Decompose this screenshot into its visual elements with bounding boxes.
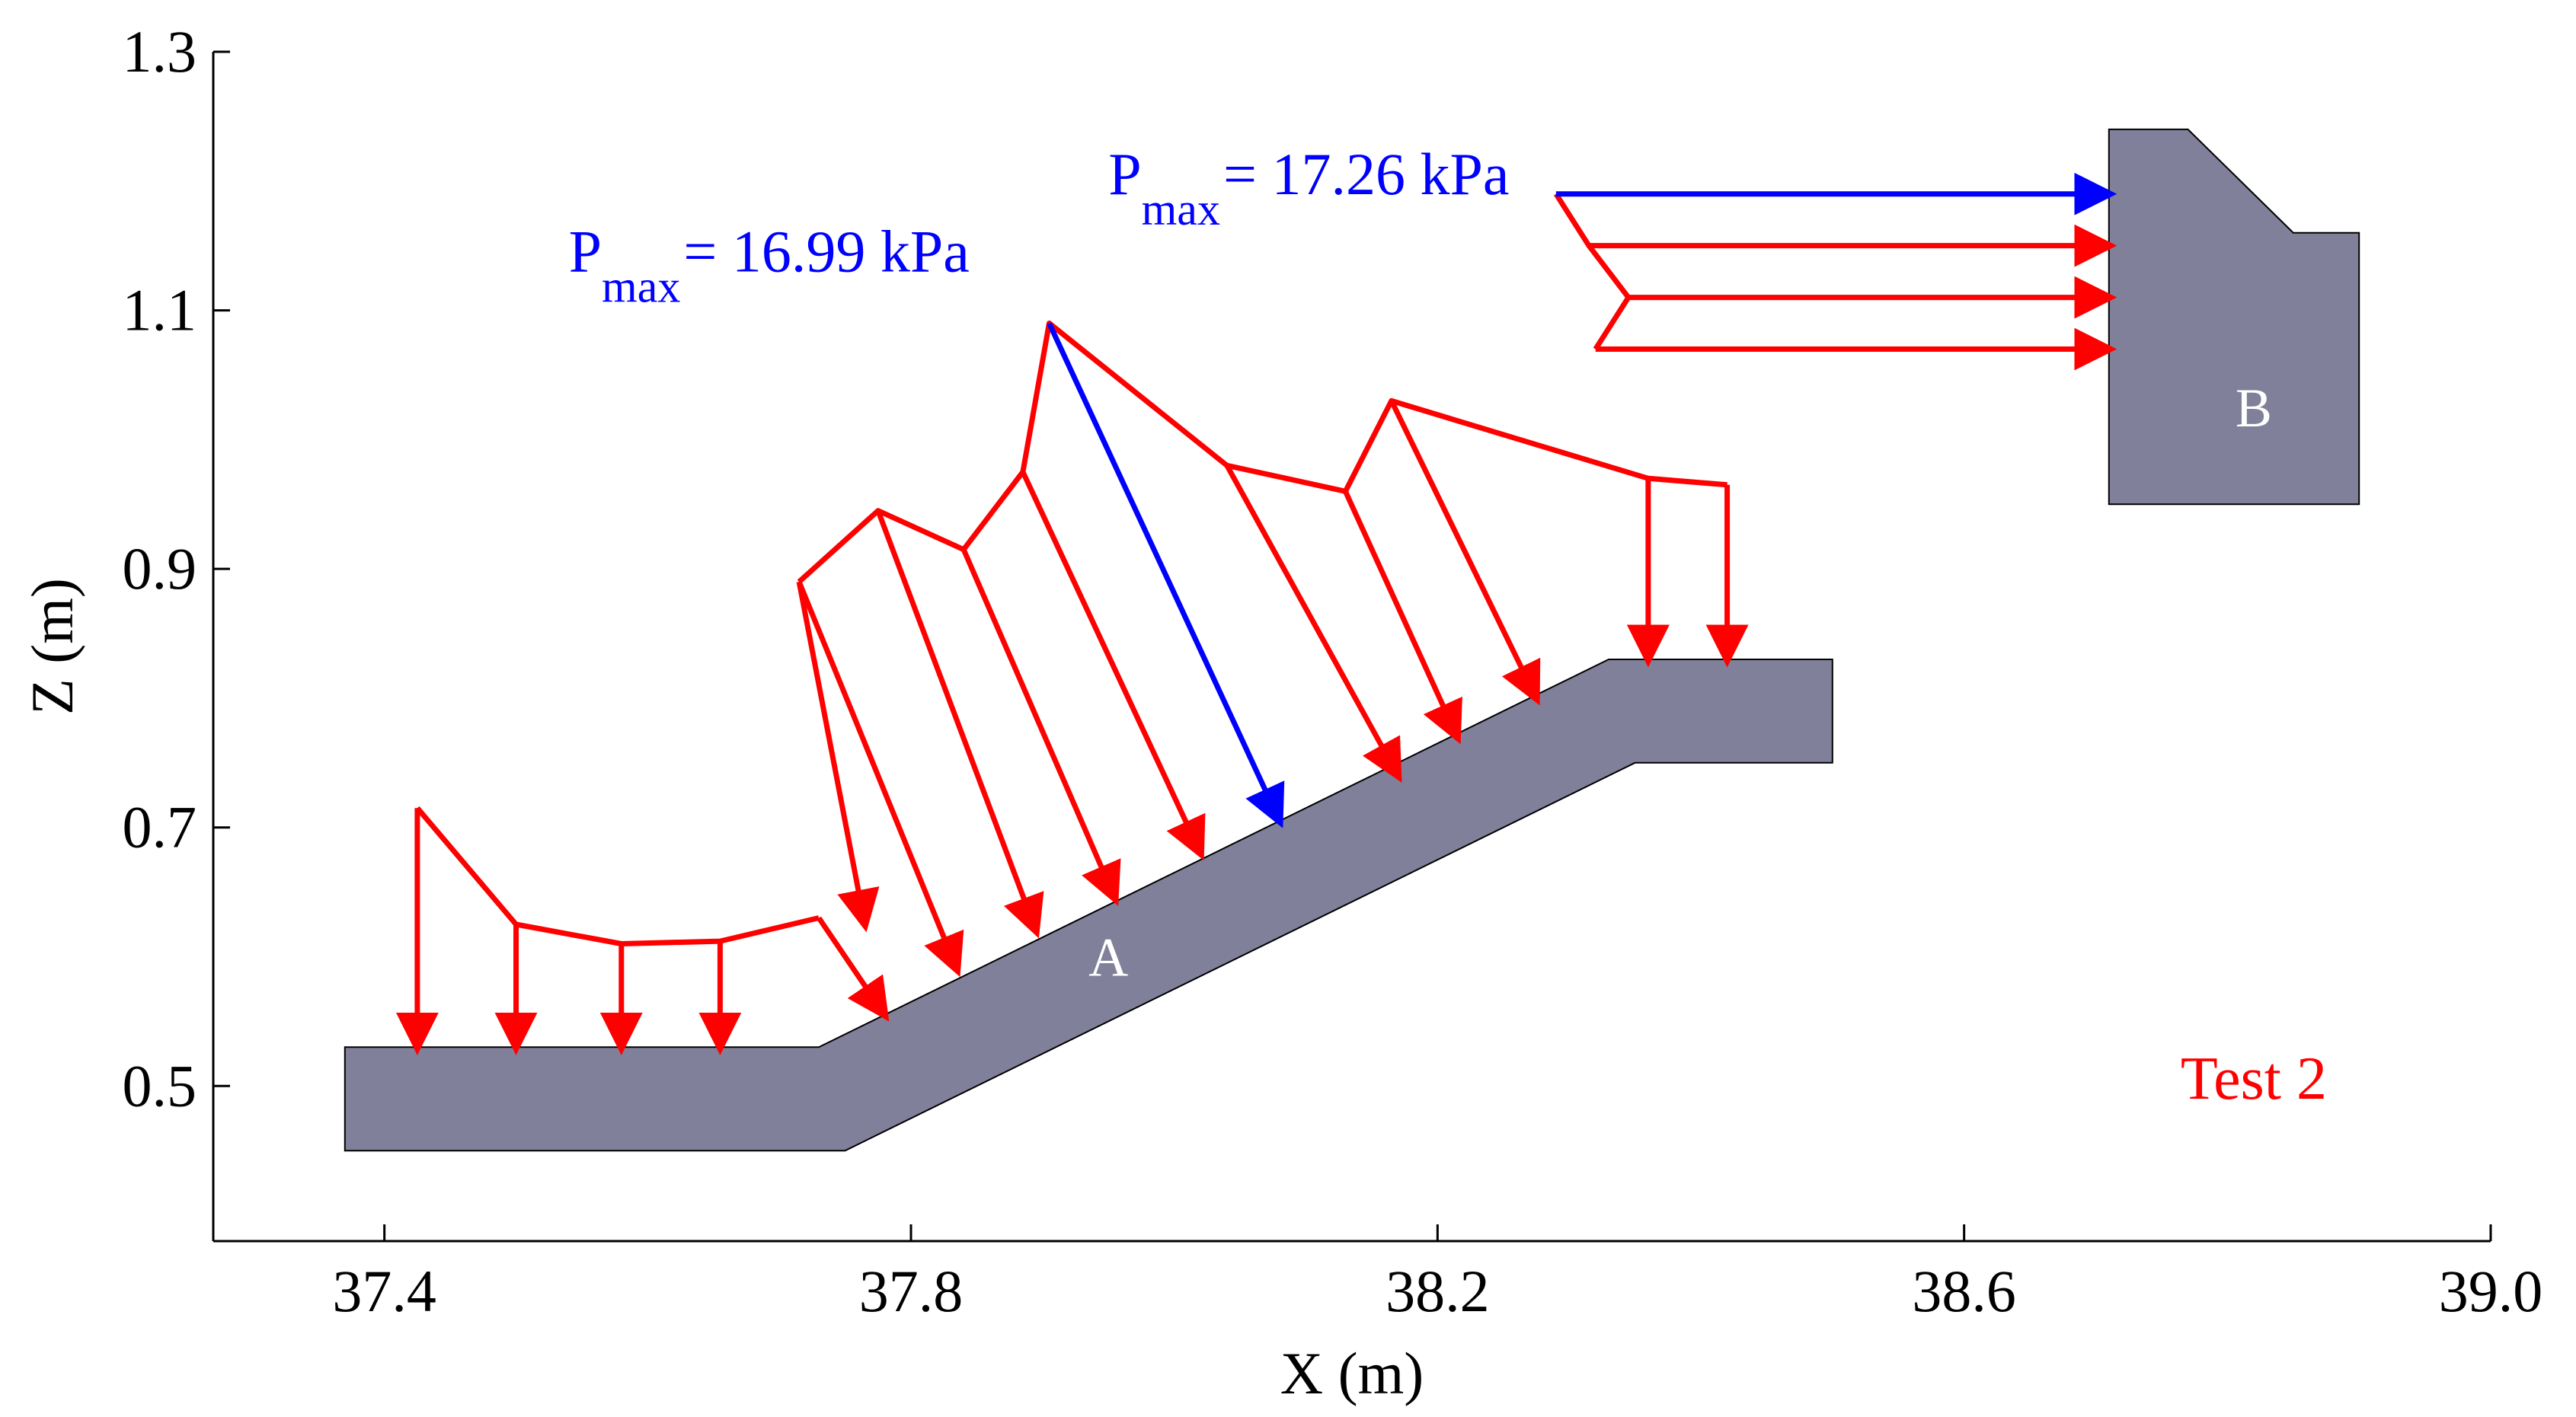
pressure-arrow — [1224, 464, 1402, 783]
pmax-value: = 17.26 kPa — [1223, 141, 1510, 207]
y-tick-label: 1.1 — [123, 277, 197, 343]
pressure-arrow — [1389, 399, 1541, 706]
pressure-arrows — [395, 172, 2117, 1055]
pressure-envelope-2 — [1553, 192, 1632, 351]
structure-B — [2108, 128, 2360, 506]
pmax-sub: max — [1142, 184, 1220, 235]
x-tick-label: 39.0 — [2439, 1258, 2543, 1324]
pressure-envelope-1 — [797, 321, 1727, 584]
y-tick-label: 0.9 — [123, 535, 197, 602]
y-tick-label: 1.3 — [123, 18, 197, 85]
pressure-arrow — [796, 581, 880, 933]
structure-A — [344, 659, 1833, 1152]
x-tick-label: 37.4 — [332, 1258, 436, 1324]
y-tick-label: 0.5 — [123, 1052, 197, 1119]
x-axis-title: X (m) — [1280, 1340, 1424, 1406]
pmax-sub: max — [602, 262, 680, 312]
pmax-value: = 16.99 kPa — [683, 219, 970, 285]
max-pressure-arrow — [1047, 322, 1285, 828]
pressure-arrow — [796, 580, 964, 978]
axes: 37.4 37.8 38.2 38.6 39.0 0.5 0.7 0.9 1.1 1.3 X (m)… — [19, 18, 2542, 1406]
pressure-arrow — [960, 548, 1121, 906]
x-tick-label: 38.6 — [1912, 1258, 2016, 1324]
pressure-envelope-0 — [415, 806, 820, 946]
test-label: Test 2 — [2181, 1045, 2327, 1112]
x-tick-label: 38.2 — [1385, 1258, 1490, 1324]
y-tick-label: 0.7 — [123, 794, 197, 860]
pressure-arrow — [875, 509, 1044, 939]
pmax-main: P — [569, 219, 602, 285]
pressure-arrow — [817, 916, 890, 1022]
structure-label-B: B — [2236, 378, 2272, 439]
y-axis-title: Z (m) — [19, 578, 85, 715]
structure-label-A: A — [1088, 927, 1128, 988]
pmax-main: P — [1108, 141, 1141, 207]
x-tick-label: 37.8 — [859, 1258, 964, 1324]
pressure-arrow — [1020, 471, 1206, 861]
structures: AB — [344, 128, 2360, 1152]
pressure-arrow — [1343, 490, 1462, 745]
